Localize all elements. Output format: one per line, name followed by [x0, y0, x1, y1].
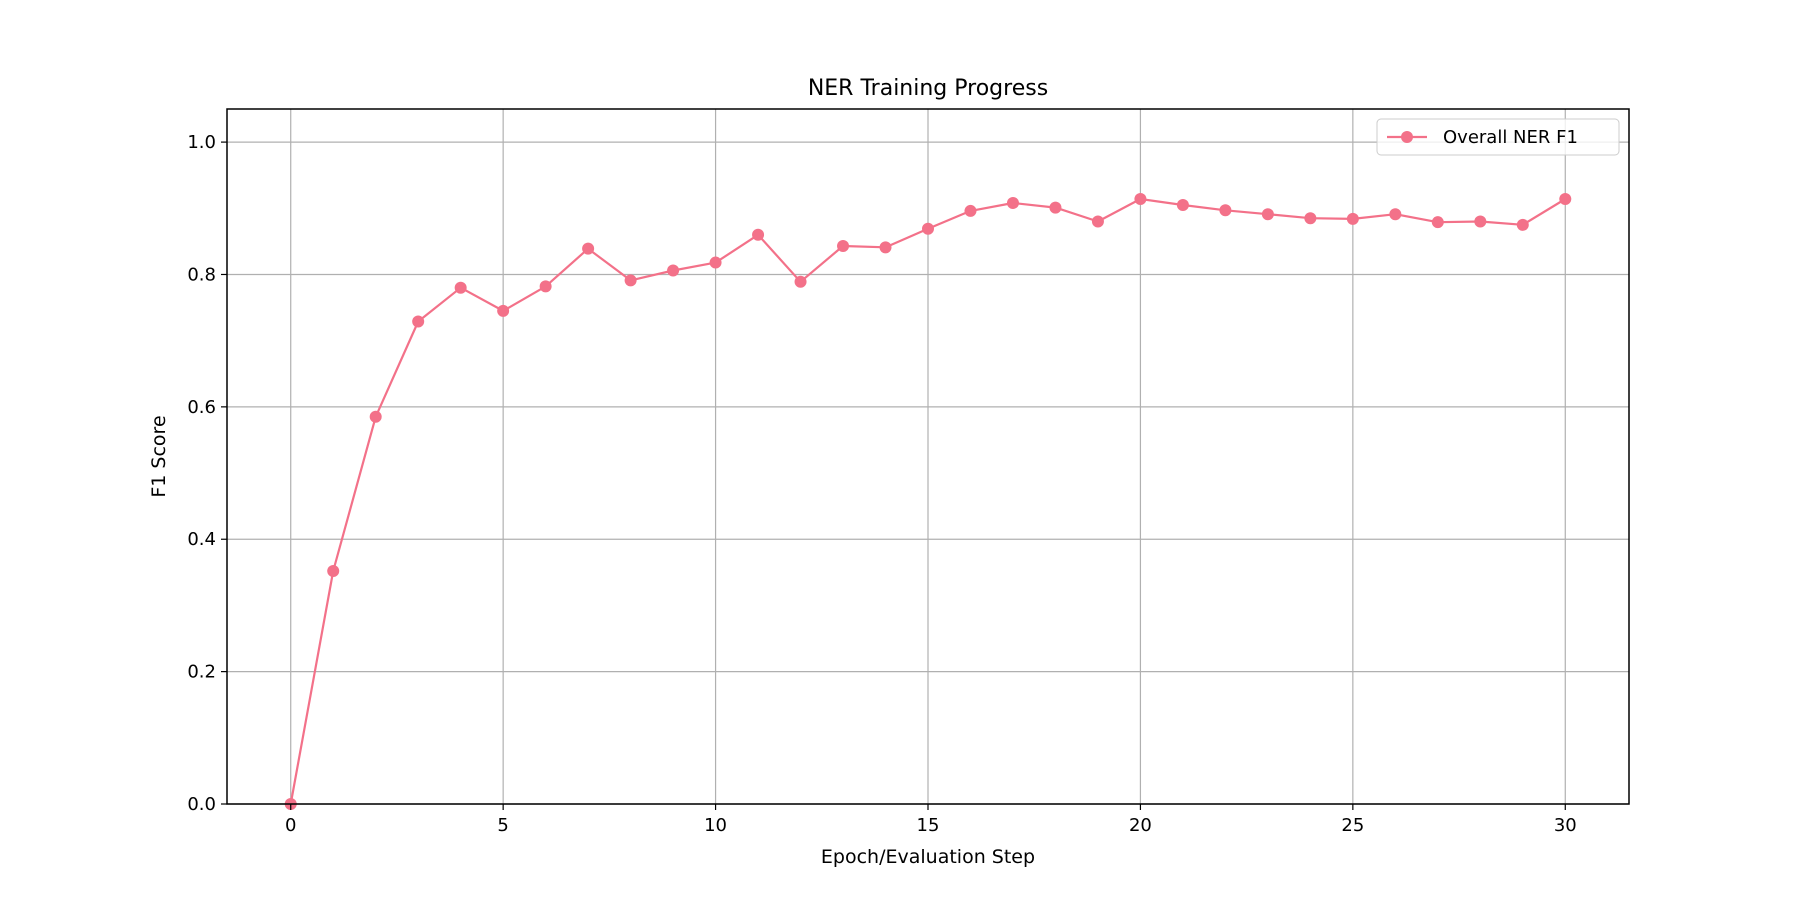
data-point — [667, 264, 680, 277]
data-point — [1304, 212, 1317, 225]
data-point — [752, 228, 765, 241]
data-point — [624, 274, 637, 287]
data-point — [879, 241, 892, 254]
data-point — [582, 242, 595, 255]
x-tick-label: 0 — [285, 815, 296, 836]
data-point — [539, 280, 552, 293]
data-point — [1431, 216, 1444, 229]
y-tick-label: 0.8 — [187, 264, 216, 285]
x-tick-label: 25 — [1341, 815, 1364, 836]
data-point — [1474, 215, 1487, 228]
data-point — [922, 222, 934, 235]
y-tick-label: 0.4 — [187, 529, 216, 550]
y-axis-label: F1 Score — [148, 415, 170, 497]
ticks: 0 5 10 15 20 25 30 0.0 0.2 0.4 0.6 0.8 1.0 — [187, 132, 1576, 836]
chart-title: NER Training Progress — [808, 76, 1048, 101]
x-tick-label: 20 — [1129, 815, 1152, 836]
data-point — [837, 240, 850, 253]
y-tick-label: 0.2 — [187, 662, 216, 683]
data-point — [1346, 212, 1359, 225]
x-tick-label: 10 — [704, 815, 727, 836]
data-point — [1134, 193, 1147, 206]
legend-marker-swatch — [1401, 131, 1413, 143]
data-point — [1049, 201, 1062, 214]
data-point — [497, 304, 510, 317]
x-tick-label: 15 — [917, 815, 940, 836]
data-point — [1006, 196, 1019, 209]
data-point — [412, 315, 425, 328]
data-point — [454, 281, 467, 294]
x-axis-label: Epoch/Evaluation Step — [821, 846, 1035, 868]
series-layer — [284, 193, 1572, 810]
data-point — [1389, 208, 1402, 221]
data-point — [1559, 193, 1572, 206]
data-point — [1516, 218, 1529, 231]
data-point — [794, 275, 807, 288]
data-point — [964, 204, 977, 217]
data-point — [327, 565, 340, 578]
y-tick-label: 1.0 — [187, 132, 216, 153]
data-point — [709, 256, 722, 269]
y-tick-label: 0.6 — [187, 397, 216, 418]
legend-label: Overall NER F1 — [1443, 127, 1578, 148]
y-tick-label: 0.0 — [187, 794, 216, 815]
data-point — [1219, 204, 1232, 217]
data-point — [1091, 215, 1104, 228]
data-point — [1261, 208, 1274, 221]
data-point — [1176, 198, 1189, 211]
data-point — [369, 410, 382, 423]
x-tick-label: 30 — [1554, 815, 1577, 836]
legend-box — [1376, 118, 1620, 156]
x-tick-label: 5 — [497, 815, 508, 836]
legend: Overall NER F1 — [1376, 118, 1620, 156]
